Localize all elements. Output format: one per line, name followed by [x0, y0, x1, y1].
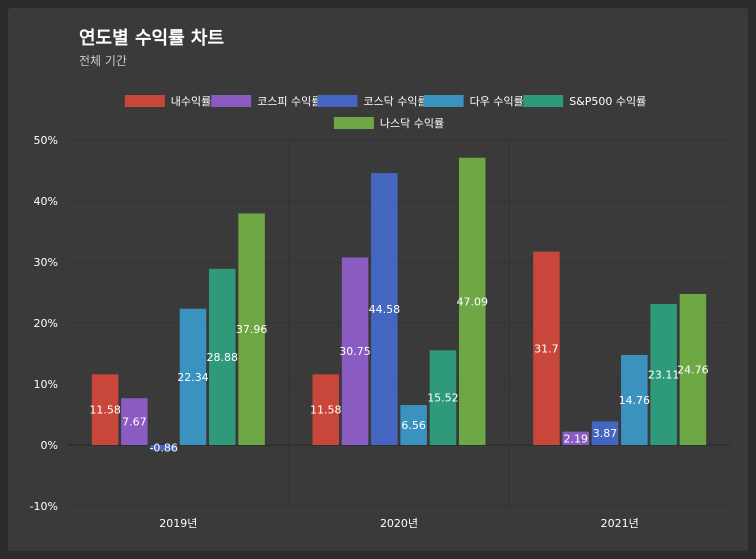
bar-value-label: 11.58	[310, 404, 342, 417]
legend-swatch	[211, 95, 252, 107]
legend-label: S&P500 수익률	[569, 95, 646, 108]
legend-item[interactable]: 다우 수익률	[423, 95, 524, 108]
legend-item[interactable]: 나스닥 수익률	[333, 117, 444, 130]
x-tick-label: 2020년	[380, 517, 418, 530]
data-labels-layer: 11.58 11.58 31.7 7.67 30.75 2.19 -0.86 44.58 3.8…	[89, 295, 708, 454]
legend-label: 내수익률	[171, 95, 211, 108]
bar	[91, 374, 119, 445]
x-tick-label: 2019년	[159, 517, 197, 530]
y-tick-label: 20%	[34, 317, 58, 330]
bar	[400, 404, 427, 445]
bar	[238, 213, 265, 445]
y-tick-label: 50%	[34, 134, 58, 147]
bar-value-label: 44.58	[369, 303, 401, 316]
bar-value-label: 22.34	[177, 371, 209, 384]
legend-label: 나스닥 수익률	[380, 117, 444, 130]
bar-value-label: 47.09	[457, 295, 489, 308]
bar	[621, 354, 648, 445]
bar-value-label: 7.67	[122, 416, 147, 429]
y-tick-label: 10%	[34, 378, 58, 391]
legend-item[interactable]: 내수익률	[124, 95, 211, 108]
legend-swatch	[423, 95, 464, 107]
x-tick-label: 2021년	[601, 517, 639, 530]
legend-item[interactable]: 코스피 수익률	[211, 95, 321, 108]
bar	[179, 308, 207, 445]
bar-value-label: 6.56	[401, 419, 426, 432]
bar-value-label: 23.11	[648, 369, 680, 382]
bar-value-label: 30.75	[339, 345, 371, 358]
bar-value-label: 28.88	[207, 351, 239, 364]
bar-value-label: -0.86	[149, 442, 177, 455]
bar-value-label: 3.87	[593, 427, 618, 440]
y-tick-label: 30%	[34, 256, 58, 269]
bars-layer	[91, 157, 707, 451]
bar-value-label: 37.96	[236, 323, 268, 336]
bar	[150, 445, 177, 451]
chart-subtitle: 전체 기간	[79, 54, 127, 68]
bar-value-label: 11.58	[89, 404, 121, 417]
bar	[650, 304, 677, 445]
bar	[429, 350, 457, 445]
legend-swatch	[333, 117, 374, 129]
y-tick-label: -10%	[30, 500, 58, 513]
bar-value-label: 31.7	[534, 342, 559, 355]
bar	[209, 268, 236, 445]
axis-layer: -10% 0% 10% 20% 30% 40% 50% 2019년 2020년 2021년	[30, 134, 639, 530]
legend-item[interactable]: S&P500 수익률	[523, 95, 646, 108]
bar	[121, 398, 148, 445]
bar	[562, 431, 589, 445]
bar-value-label: 2.19	[563, 432, 588, 445]
bar	[679, 293, 707, 445]
bar-value-label: 15.52	[427, 392, 459, 405]
chart-title: 연도별 수익률 차트	[79, 28, 225, 49]
legend-item[interactable]: 코스닥 수익률	[317, 95, 428, 108]
legend-swatch	[124, 95, 165, 107]
legend-label: 다우 수익률	[470, 95, 524, 108]
bar	[371, 173, 398, 445]
bar-value-label: 14.76	[619, 394, 651, 407]
bar	[312, 374, 339, 445]
grid-layer	[68, 139, 730, 507]
bar	[341, 257, 369, 445]
legend-swatch	[317, 95, 358, 107]
bar	[591, 421, 619, 445]
legend-swatch	[523, 95, 564, 107]
y-tick-label: 0%	[41, 439, 58, 452]
legend-label: 코스닥 수익률	[363, 95, 427, 108]
bar-value-label: 24.76	[677, 363, 709, 376]
legend-label: 코스피 수익률	[257, 95, 321, 108]
bar	[533, 251, 560, 445]
bar	[459, 157, 486, 445]
y-tick-label: 40%	[34, 195, 58, 208]
